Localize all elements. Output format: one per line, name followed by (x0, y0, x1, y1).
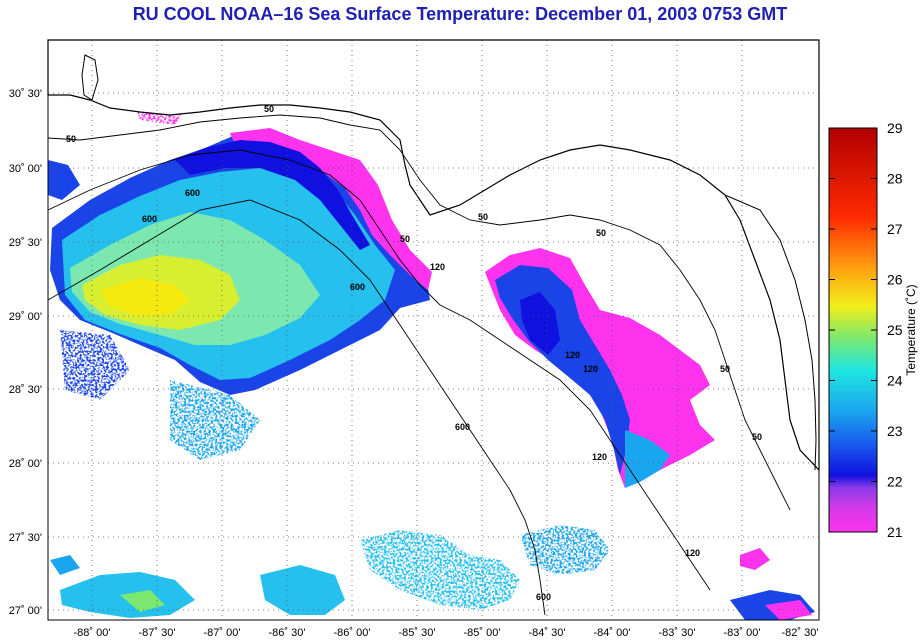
lon-tick-label: -82˚ 30' (782, 627, 819, 639)
lat-tick-label: 29˚ 00' (9, 311, 42, 323)
contour-label: 120 (583, 364, 598, 374)
lat-tick-label: 27˚ 30' (9, 532, 42, 544)
contour-label: 50 (752, 432, 762, 442)
latitude-ticks: 30˚ 30' 30˚ 00' 29˚ 30' 29˚ 00' 28˚ 30' … (9, 88, 42, 617)
contour-label: 600 (185, 188, 200, 198)
lon-tick-label: -84˚ 00' (594, 627, 631, 639)
colorbar-tick-label: 27 (887, 221, 903, 237)
lon-tick-label: -85˚ 00' (464, 627, 501, 639)
contour-120 (47, 149, 711, 591)
colorbar-gradient (828, 127, 878, 533)
lon-tick-label: -87˚ 30' (139, 627, 176, 639)
colorbar-ticks: 29 28 27 26 25 24 23 22 21 (829, 120, 903, 540)
land-mass (47, 39, 820, 472)
contour-labels: 50 50 50 50 50 50 50 120 120 120 120 120… (66, 104, 762, 602)
lon-tick-label: -86˚ 00' (334, 627, 371, 639)
colorbar-tick-label: 21 (887, 524, 903, 540)
lon-tick-label: -87˚ 00' (204, 627, 241, 639)
map-frame (47, 39, 820, 621)
contour-label: 50 (66, 134, 76, 144)
contour-label: 120 (592, 452, 607, 462)
colorbar-tick-label: 25 (887, 322, 903, 338)
colorbar: 29 28 27 26 25 24 23 22 21 Temperature (˚C) (828, 120, 918, 540)
colorbar-tick-label: 22 (887, 474, 903, 490)
lon-tick-label: -85˚ 30' (399, 627, 436, 639)
lat-tick-label: 27˚ 00' (9, 605, 42, 617)
lat-tick-label: 30˚ 00' (9, 163, 42, 175)
contour-label: 120 (685, 548, 700, 558)
lat-tick-label: 29˚ 30' (9, 237, 42, 249)
colorbar-tick-label: 26 (887, 272, 903, 288)
contour-label: 600 (455, 422, 470, 432)
contour-label: 50 (400, 234, 410, 244)
lat-tick-label: 28˚ 30' (9, 384, 42, 396)
map-title: RU COOL NOAA–16 Sea Surface Temperature:… (132, 4, 788, 24)
colorbar-tick-label: 28 (887, 171, 903, 187)
contour-label: 600 (536, 592, 551, 602)
lon-tick-label: -88˚ 00' (74, 627, 111, 639)
contour-label: 50 (720, 364, 730, 374)
contour-label: 50 (596, 228, 606, 238)
contour-600 (47, 199, 546, 616)
longitude-ticks: -88˚ 00' -87˚ 30' -87˚ 00' -86˚ 30' -86˚… (74, 627, 819, 639)
contour-50 (47, 114, 791, 511)
lon-tick-label: -86˚ 30' (269, 627, 306, 639)
lat-tick-label: 30˚ 30' (9, 88, 42, 100)
bathymetry-contours (47, 114, 791, 616)
colorbar-title: Temperature (˚C) (904, 284, 918, 375)
colorbar-tick-label: 23 (887, 423, 903, 439)
sst-data-layer (48, 80, 815, 620)
colorbar-tick-label: 24 (887, 373, 903, 389)
lon-tick-label: -84˚ 30' (529, 627, 566, 639)
colorbar-tick-label: 29 (887, 120, 903, 136)
lat-tick-label: 28˚ 00' (9, 458, 42, 470)
contour-label: 120 (430, 262, 445, 272)
contour-label: 50 (264, 104, 274, 114)
lon-tick-label: -83˚ 00' (724, 627, 761, 639)
florida-west-coast (724, 194, 817, 471)
graticule-grid (48, 40, 819, 620)
contour-label: 120 (565, 350, 580, 360)
lon-tick-label: -83˚ 30' (659, 627, 696, 639)
contour-label: 600 (142, 214, 157, 224)
contour-label: 50 (478, 212, 488, 222)
contour-label: 600 (350, 282, 365, 292)
